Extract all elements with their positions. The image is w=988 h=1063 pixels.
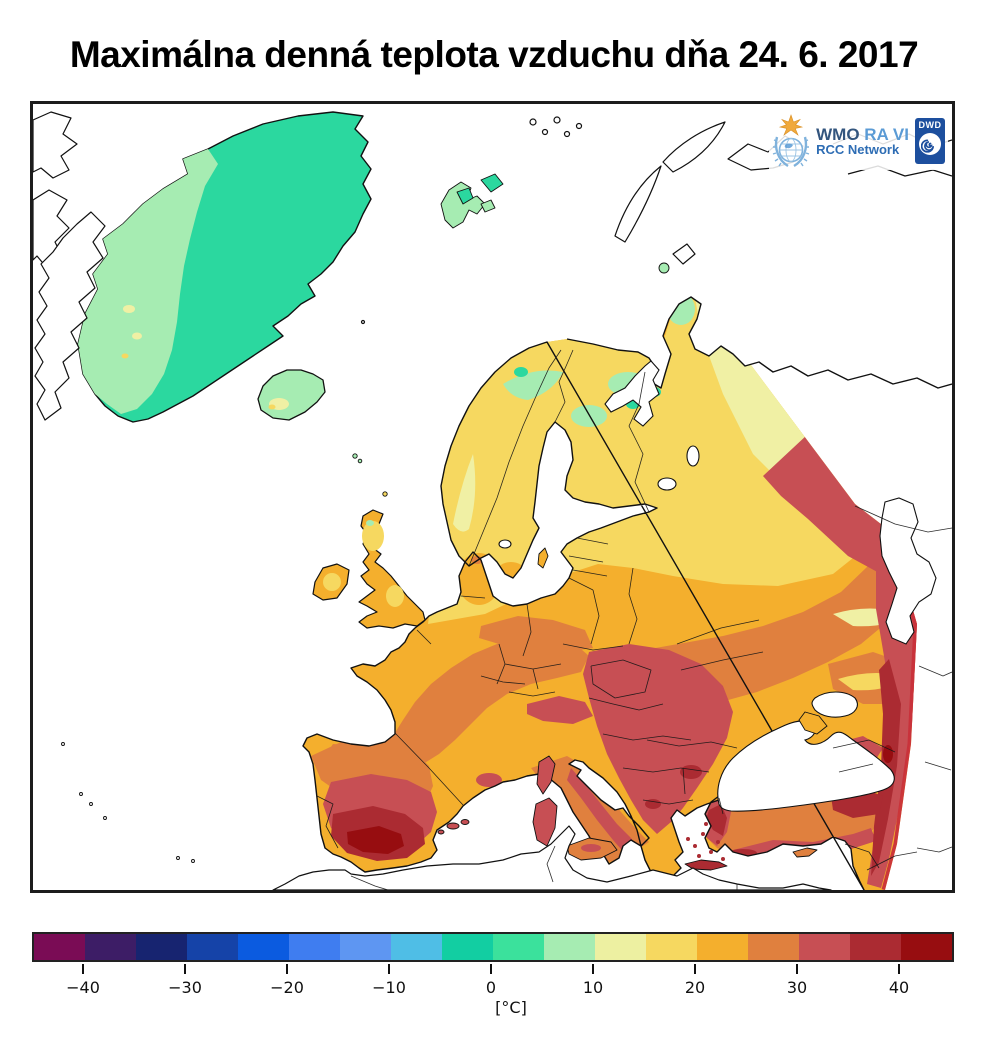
colorbar-segment-15 [799, 934, 850, 960]
mallorca [446, 822, 460, 830]
colorbar-segment-4 [238, 934, 289, 960]
colorbar-tick-30 [796, 964, 798, 974]
colorbar-label-−30: −30 [168, 978, 202, 997]
black-sea [717, 720, 895, 812]
novaya-zemlya-south [614, 165, 662, 243]
colorbar-segment-6 [340, 934, 391, 960]
novaya-zemlya-north [662, 121, 726, 173]
wmo-acronym: WMO [816, 124, 860, 144]
colorbar-segment-8 [442, 934, 493, 960]
colorbar-segment-7 [391, 934, 442, 960]
british-isles-detail [323, 520, 404, 607]
lake-ladoga [657, 477, 677, 491]
crimea [798, 711, 828, 735]
lake-vanern [498, 539, 512, 549]
greenland-west-band [78, 149, 218, 414]
colorbar-tick-−10 [388, 964, 390, 974]
colorbar-segment-10 [544, 934, 595, 960]
canadian-arctic-1 [33, 111, 78, 179]
colorbar: −40 −30 −20 −10 0 10 20 30 40 [°C] [32, 932, 954, 1042]
europe-temperature-map [33, 111, 952, 890]
colorbar-label-20: 20 [684, 978, 706, 997]
colorbar-bar [32, 932, 954, 962]
gotland [537, 547, 549, 569]
colorbar-segment-3 [187, 934, 238, 960]
colorbar-label-0: 0 [485, 978, 497, 997]
colorbar-segment-5 [289, 934, 340, 960]
caspian-sea [879, 497, 937, 645]
colorbar-label-30: 30 [786, 978, 808, 997]
colorbar-segment-12 [646, 934, 697, 960]
greenland [77, 111, 372, 423]
corsica [536, 755, 556, 795]
colorbar-unit-label: [°C] [495, 998, 527, 1017]
colorbar-segment-2 [136, 934, 187, 960]
kolguyev [658, 262, 670, 274]
dwd-spiral-icon [919, 133, 941, 155]
white-sea [604, 360, 660, 427]
outline-only-land [33, 111, 952, 890]
colorbar-tick-0 [490, 964, 492, 974]
colorbar-tick-20 [694, 964, 696, 974]
wmo-emblem-icon [772, 114, 810, 168]
colorbar-tick-10 [592, 964, 594, 974]
colorbar-segment-11 [595, 934, 646, 960]
colorbar-segment-16 [850, 934, 901, 960]
colorbar-label-40: 40 [888, 978, 910, 997]
page-title: Maximálna denná teplota vzduchu dňa 24. … [69, 34, 919, 75]
logo-block: WMO RA VI RCC Network DWD [769, 112, 948, 170]
colorbar-tick-40 [898, 964, 900, 974]
dwd-logo: DWD [915, 118, 945, 164]
iceland [257, 369, 326, 421]
map-panel: WMO RA VI RCC Network DWD [30, 101, 955, 893]
shetland [382, 491, 388, 497]
wmo-region: RA VI [864, 124, 909, 144]
colorbar-tick-−20 [286, 964, 288, 974]
colorbar-label-−20: −20 [270, 978, 304, 997]
sea-of-azov [811, 691, 858, 718]
colorbar-segment-0 [34, 934, 85, 960]
lake-onega [686, 445, 700, 467]
jan-mayen [360, 319, 366, 325]
country-borders [316, 349, 952, 890]
colorbar-segment-17 [901, 934, 952, 960]
colorbar-label-10: 10 [582, 978, 604, 997]
colorbar-label-−10: −10 [372, 978, 406, 997]
wmo-network: RCC Network [816, 142, 900, 158]
canadian-arctic-3 [34, 211, 106, 421]
vaygach [672, 243, 696, 265]
colorbar-segment-14 [748, 934, 799, 960]
colorbar-tick-−30 [184, 964, 186, 974]
svalbard [440, 173, 504, 229]
inland-seas [498, 360, 937, 812]
faroe-islands [352, 453, 358, 459]
africa-coast [272, 825, 832, 890]
mediterranean-islands [352, 262, 818, 871]
colorbar-label-−40: −40 [66, 978, 100, 997]
franz-josef-land [529, 116, 583, 138]
colorbar-tick-−40 [82, 964, 84, 974]
cyprus [792, 847, 818, 858]
aegean-islands [686, 822, 725, 861]
wmo-text: WMO RA VI RCC Network [816, 126, 909, 157]
dwd-acronym: DWD [918, 120, 942, 130]
sardinia [532, 797, 558, 847]
canadian-arctic-2 [33, 189, 70, 269]
colorbar-segment-13 [697, 934, 748, 960]
colorbar-segment-9 [493, 934, 544, 960]
atlantic-islets [61, 742, 195, 863]
colorbar-segment-1 [85, 934, 136, 960]
